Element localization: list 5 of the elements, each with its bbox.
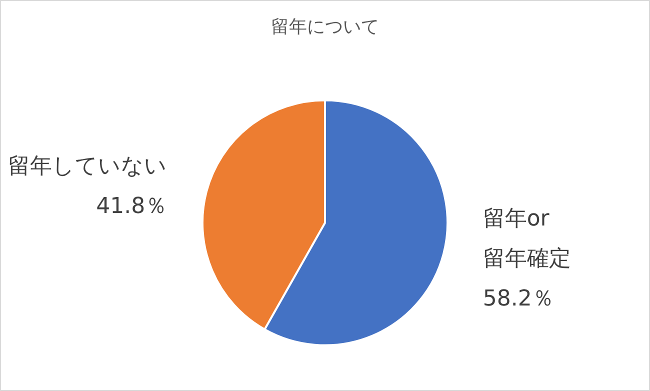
data-label: 58.2％ (482, 286, 554, 312)
slice-label: 留年or 留年確定 (482, 206, 571, 272)
slice-label: 留年していない (8, 154, 168, 179)
chart-title: 留年について (271, 16, 379, 38)
data-label: 41.8％ (96, 194, 168, 219)
